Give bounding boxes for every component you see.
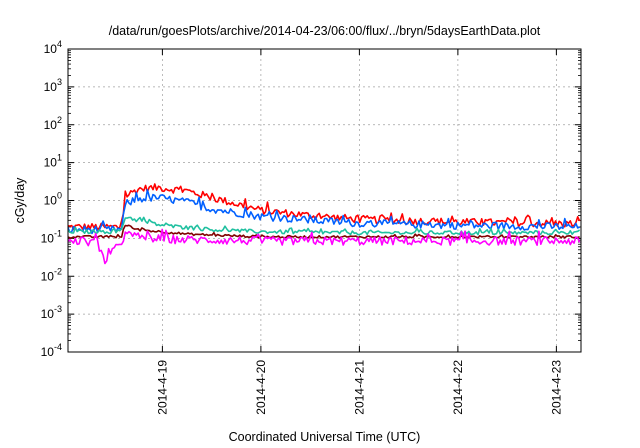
x-tick-label: 2014-4-20 xyxy=(254,360,268,415)
x-tick-label: 2014-4-23 xyxy=(549,360,563,415)
series-line-2 xyxy=(68,216,581,236)
y-tick-label: 101 xyxy=(44,153,62,170)
x-tick-label: 2014-4-19 xyxy=(155,360,169,415)
x-tick-label: 2014-4-22 xyxy=(451,360,465,415)
series-line-0 xyxy=(68,183,581,231)
y-tick-label: 102 xyxy=(44,115,62,132)
y-tick-label: 100 xyxy=(44,191,62,208)
chart-title: /data/run/goesPlots/archive/2014-04-23/0… xyxy=(109,24,541,38)
y-tick-label: 104 xyxy=(44,39,62,56)
y-axis-label: cGy/day xyxy=(13,177,27,224)
y-tick-label: 103 xyxy=(44,77,62,94)
series-line-1 xyxy=(68,188,580,235)
series-line-4 xyxy=(68,228,581,265)
plot-border xyxy=(67,48,582,353)
y-tick-label: 10-2 xyxy=(41,266,62,283)
y-tick-label: 10-4 xyxy=(41,342,62,359)
y-tick-label: 10-1 xyxy=(41,228,62,245)
x-axis-label: Coordinated Universal Time (UTC) xyxy=(229,430,421,444)
x-tick-label: 2014-4-21 xyxy=(352,360,366,415)
y-tick-label: 10-3 xyxy=(41,304,62,321)
